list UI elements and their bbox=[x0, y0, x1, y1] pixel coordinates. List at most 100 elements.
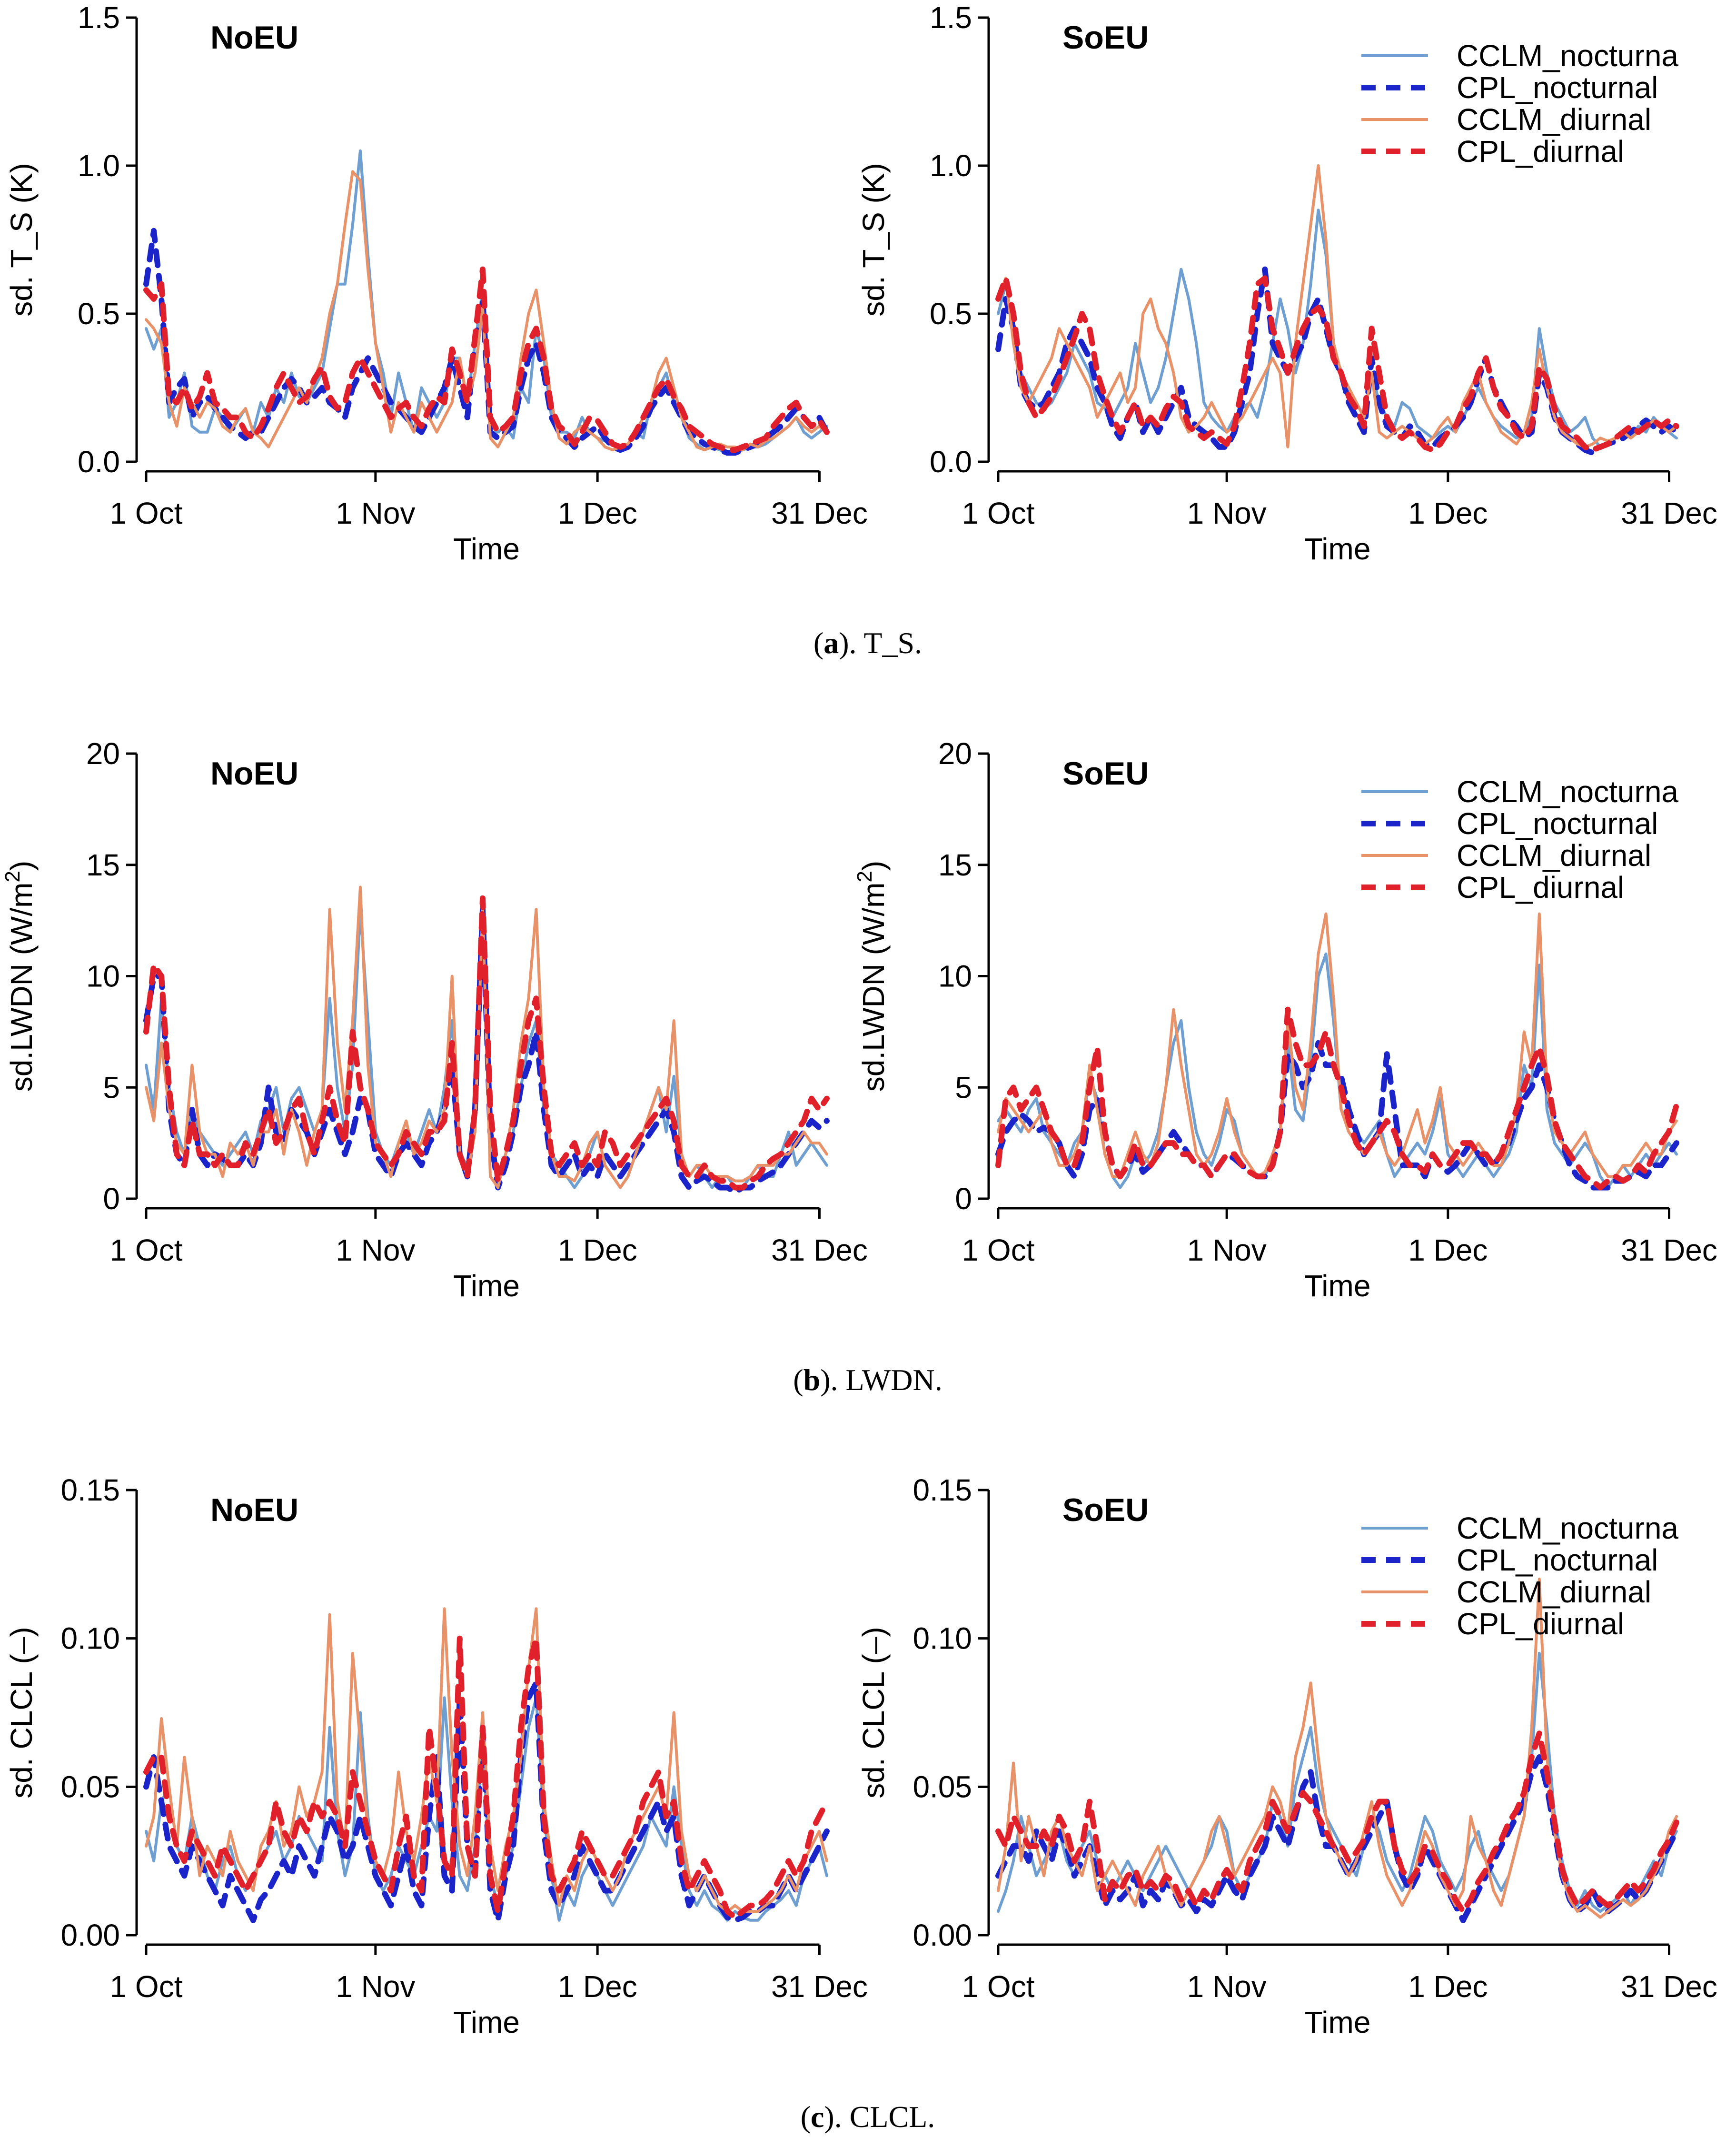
y-axis-title: sd. T_S (K) bbox=[4, 163, 39, 316]
x-axis-title: Time bbox=[1304, 2005, 1371, 2039]
legend-label: CPL_diurnal bbox=[1457, 870, 1624, 904]
chart-a-noeu: 0.0 0.5 1.0 1.5 1 Oct 1 Nov 1 Dec 31 Dec Time sd.… bbox=[4, 0, 868, 566]
caption-c: (c). CLCL. bbox=[801, 2100, 935, 2134]
legend-label: CCLM_nocturna bbox=[1457, 775, 1678, 809]
x-tick-label: 1 Dec bbox=[1408, 496, 1488, 530]
y-axis-title: sd. CLCL (–) bbox=[856, 1627, 891, 1798]
y-tick-label: 0.05 bbox=[913, 1769, 972, 1804]
legend-label: CCLM_diurnal bbox=[1457, 102, 1651, 137]
x-tick-label: 1 Dec bbox=[558, 496, 637, 530]
region-label: SoEU bbox=[1062, 755, 1149, 792]
y-tick-label: 0.05 bbox=[60, 1769, 120, 1804]
legend: CCLM_nocturnaCPL_nocturnalCCLM_diurnalCP… bbox=[1361, 39, 1678, 169]
y-tick-label: 10 bbox=[86, 959, 120, 994]
legend: CCLM_nocturnaCPL_nocturnalCCLM_diurnalCP… bbox=[1361, 775, 1678, 904]
y-tick-label: 0.5 bbox=[78, 297, 120, 331]
caption-a: (a). T_S. bbox=[813, 626, 922, 660]
y-tick-label: 1.0 bbox=[78, 149, 120, 183]
legend: CCLM_nocturnaCPL_nocturnalCCLM_diurnalCP… bbox=[1361, 1511, 1678, 1641]
x-tick-label: 1 Dec bbox=[1408, 1969, 1488, 2004]
y-tick-label: 20 bbox=[86, 736, 120, 771]
x-tick-label: 1 Oct bbox=[110, 1969, 183, 2004]
y-axis-title: sd. T_S (K) bbox=[856, 163, 891, 316]
y-tick-label: 1.5 bbox=[78, 0, 120, 35]
chart-c-noeu: 0.00 0.05 0.10 0.15 1 Oct 1 Nov 1 Dec 31 Dec Tim… bbox=[4, 1473, 868, 2039]
y-tick-label: 0.10 bbox=[60, 1621, 120, 1656]
panels: 0.0 0.5 1.0 1.5 1 Oct 1 Nov 1 Dec 31 Dec Time sd.… bbox=[1, 0, 1717, 2039]
captions: (a). T_S. (b). LWDN. (c). CLCL. bbox=[793, 626, 942, 2134]
x-tick-label: 31 Dec bbox=[771, 1233, 868, 1267]
series-line-cpl-diurnal bbox=[995, 1730, 1679, 1915]
y-axis-title-end: ) bbox=[856, 861, 891, 871]
y-axis-title-text: sd.LWDN (W/m bbox=[4, 883, 39, 1092]
y-tick-label: 15 bbox=[938, 848, 972, 882]
x-tick-label: 1 Nov bbox=[336, 496, 415, 530]
y-tick-label: 0.10 bbox=[913, 1621, 972, 1656]
y-tick-label: 0.00 bbox=[60, 1918, 120, 1952]
x-tick-label: 1 Oct bbox=[962, 1233, 1035, 1267]
series-line-cclm-diurnal bbox=[997, 912, 1678, 1178]
y-tick-label: 0.0 bbox=[78, 445, 120, 479]
x-axis-title: Time bbox=[453, 532, 520, 566]
y-axis-title-text: sd.LWDN (W/m bbox=[856, 883, 891, 1092]
x-axis-title: Time bbox=[1304, 1269, 1371, 1303]
chart-b-noeu: 0 5 10 15 20 1 Oct 1 Nov 1 Dec 31 Dec Time sd.LWDN… bbox=[1, 736, 868, 1303]
y-axis-title: sd.LWDN (W/m2) bbox=[853, 861, 891, 1092]
x-tick-label: 1 Dec bbox=[558, 1969, 637, 2004]
y-tick-label: 0.5 bbox=[930, 297, 972, 331]
x-tick-label: 1 Nov bbox=[336, 1233, 415, 1267]
legend-label: CPL_diurnal bbox=[1457, 1607, 1624, 1641]
x-tick-label: 1 Dec bbox=[558, 1233, 637, 1267]
region-label: NoEU bbox=[210, 20, 298, 56]
y-tick-label: 15 bbox=[86, 848, 120, 882]
x-tick-label: 31 Dec bbox=[1621, 1969, 1717, 2004]
series-line-cpl-diurnal bbox=[995, 1006, 1679, 1191]
y-tick-label: 10 bbox=[938, 959, 972, 994]
series-line-cpl-diurnal bbox=[143, 1635, 830, 1920]
region-label: NoEU bbox=[210, 1492, 298, 1528]
x-axis-title: Time bbox=[1304, 532, 1371, 566]
y-axis-title-text: sd. CLCL (–) bbox=[856, 1627, 891, 1798]
y-tick-label: 0.00 bbox=[913, 1918, 972, 1952]
legend-label: CPL_nocturnal bbox=[1457, 806, 1658, 841]
x-tick-label: 31 Dec bbox=[771, 1969, 868, 2004]
y-tick-label: 20 bbox=[938, 736, 972, 771]
series-line-cpl-diurnal bbox=[143, 895, 830, 1191]
caption-b: (b). LWDN. bbox=[793, 1363, 942, 1397]
series-line-cclm-diurnal bbox=[997, 164, 1678, 448]
region-label: SoEU bbox=[1062, 1492, 1149, 1528]
x-tick-label: 1 Nov bbox=[336, 1969, 415, 2004]
y-tick-label: 0.15 bbox=[60, 1473, 120, 1507]
x-tick-label: 31 Dec bbox=[1621, 496, 1717, 530]
legend-label: CPL_diurnal bbox=[1457, 134, 1624, 169]
x-tick-label: 1 Oct bbox=[110, 1233, 183, 1267]
y-tick-label: 5 bbox=[103, 1070, 120, 1104]
y-tick-label: 0 bbox=[955, 1182, 972, 1216]
series-line-cpl-diurnal bbox=[995, 275, 1679, 453]
x-tick-label: 1 Nov bbox=[1187, 1969, 1267, 2004]
chart-c-soeu: 0.00 0.05 0.10 0.15 1 Oct 1 Nov 1 Dec 31 Dec Tim… bbox=[856, 1473, 1717, 2039]
y-axis-title-text: sd. CLCL (–) bbox=[4, 1627, 39, 1798]
y-tick-label: 5 bbox=[955, 1070, 972, 1104]
y-axis-title-text: sd. T_S (K) bbox=[4, 163, 39, 316]
region-label: NoEU bbox=[210, 755, 298, 792]
x-tick-label: 1 Oct bbox=[110, 496, 183, 530]
x-tick-label: 1 Dec bbox=[1408, 1233, 1488, 1267]
legend-label: CCLM_diurnal bbox=[1457, 838, 1651, 873]
chart-a-soeu: 0.0 0.5 1.0 1.5 1 Oct 1 Nov 1 Dec 31 Dec Time sd.… bbox=[856, 0, 1717, 566]
y-axis-title-end: ) bbox=[4, 861, 39, 871]
x-tick-label: 1 Oct bbox=[962, 1969, 1035, 2004]
y-axis-title-text: sd. T_S (K) bbox=[856, 163, 891, 316]
y-tick-label: 1.5 bbox=[930, 0, 972, 35]
y-axis-title-sup: 2 bbox=[853, 871, 876, 882]
y-axis-title: sd. CLCL (–) bbox=[4, 1627, 39, 1798]
legend-label: CCLM_diurnal bbox=[1457, 1575, 1651, 1609]
legend-label: CPL_nocturnal bbox=[1457, 70, 1658, 105]
x-tick-label: 31 Dec bbox=[1621, 1233, 1717, 1267]
legend-label: CPL_nocturnal bbox=[1457, 1543, 1658, 1577]
x-tick-label: 1 Nov bbox=[1187, 496, 1267, 530]
y-tick-label: 0 bbox=[103, 1182, 120, 1216]
chart-b-soeu: 0 5 10 15 20 1 Oct 1 Nov 1 Dec 31 Dec Time sd.LWDN… bbox=[853, 736, 1717, 1303]
